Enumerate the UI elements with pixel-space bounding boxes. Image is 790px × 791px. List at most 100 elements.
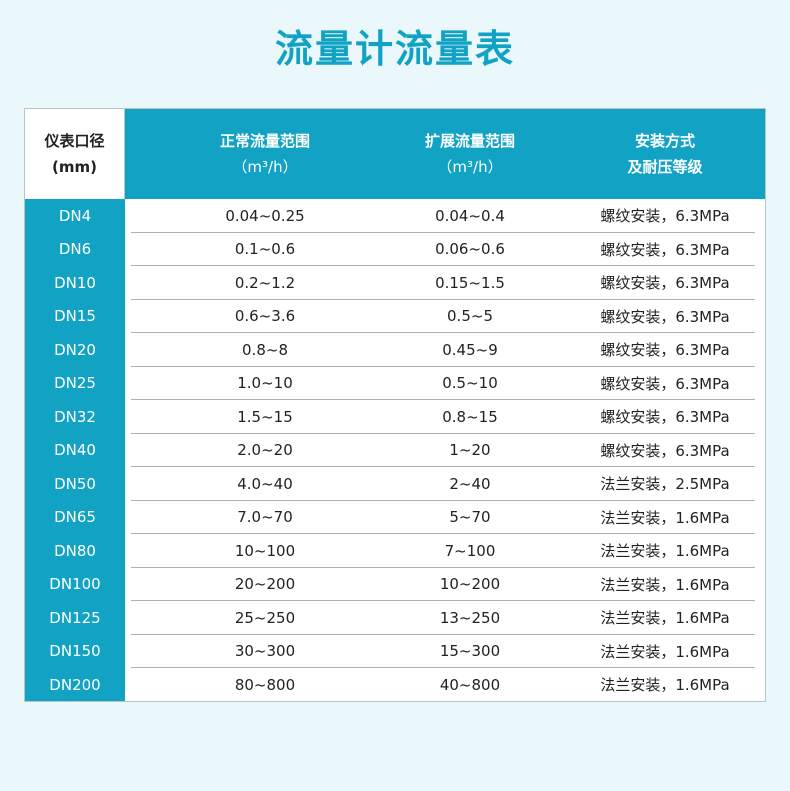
cell-install: 法兰安装，1.6MPa (600, 575, 730, 594)
row-divider (131, 399, 755, 400)
table-row: DN40 2.0~20 1~20 螺纹安装，6.3MPa (25, 434, 765, 467)
cell-diameter: DN125 (49, 608, 101, 627)
cell-diameter: DN10 (54, 273, 96, 292)
cell-install: 法兰安装，1.6MPa (600, 642, 730, 661)
table-row: DN150 30~300 15~300 法兰安装，1.6MPa (25, 635, 765, 668)
table-row: DN65 7.0~70 5~70 法兰安装，1.6MPa (25, 501, 765, 534)
cell-normal-range: 0.8~8 (242, 340, 288, 359)
header-cell-diameter: 仪表口径 (mm) (25, 109, 125, 199)
cell-extended-range: 13~250 (439, 608, 501, 627)
cell-install: 法兰安装，1.6MPa (600, 508, 730, 527)
table-row: DN32 1.5~15 0.8~15 螺纹安装，6.3MPa (25, 400, 765, 434)
header-cell-install: 安装方式 及耐压等级 (570, 109, 760, 199)
cell-diameter: DN4 (58, 206, 92, 225)
cell-install: 法兰安装，1.6MPa (600, 676, 730, 695)
cell-diameter: DN80 (54, 541, 96, 560)
header-normal-label: 正常流量范围 (219, 132, 310, 150)
cell-normal-range: 30~300 (234, 642, 296, 661)
header-normal-unit: （m³/h） (232, 158, 298, 176)
row-divider (131, 466, 755, 467)
cell-diameter: DN200 (49, 675, 101, 694)
cell-normal-range: 20~200 (234, 575, 296, 594)
table-row: DN25 1.0~10 0.5~10 螺纹安装，6.3MPa (25, 367, 765, 400)
cell-diameter: DN150 (49, 642, 101, 661)
cell-normal-range: 1.5~15 (237, 407, 293, 426)
cell-extended-range: 0.15~1.5 (435, 273, 505, 292)
cell-install: 法兰安装，1.6MPa (600, 542, 730, 561)
row-divider (131, 332, 755, 333)
row-divider (131, 600, 755, 601)
table-row: DN15 0.6~3.6 0.5~5 螺纹安装，6.3MPa (25, 300, 765, 333)
table-row: DN6 0.1~0.6 0.06~0.6 螺纹安装，6.3MPa (25, 233, 765, 266)
table-row: DN125 25~250 13~250 法兰安装，1.6MPa (25, 601, 765, 635)
cell-install: 螺纹安装，6.3MPa (600, 274, 730, 293)
row-divider (131, 533, 755, 534)
row-divider (131, 432, 755, 434)
header-diameter-label: 仪表口径 (44, 132, 105, 150)
cell-extended-range: 5~70 (449, 508, 491, 527)
cell-install: 螺纹安装，6.3MPa (600, 374, 730, 393)
header-cell-normal-range: 正常流量范围 （m³/h） (165, 109, 365, 199)
header-extended-label: 扩展流量范围 (424, 132, 515, 150)
cell-normal-range: 2.0~20 (237, 441, 293, 460)
cell-diameter: DN100 (49, 575, 101, 594)
cell-extended-range: 1~20 (449, 441, 491, 460)
cell-install: 螺纹安装，6.3MPa (600, 441, 730, 460)
cell-extended-range: 0.04~0.4 (435, 206, 505, 225)
header-diameter-unit: (mm) (52, 158, 97, 176)
header-row: 正常流量范围 （m³/h） 扩展流量范围 （m³/h） 安装方式 及耐压等级 (125, 109, 765, 199)
cell-normal-range: 0.6~3.6 (234, 307, 296, 326)
row-divider (131, 265, 755, 266)
table-row: DN200 80~800 40~800 法兰安装，1.6MPa (25, 668, 765, 702)
table-row: DN10 0.2~1.2 0.15~1.5 螺纹安装，6.3MPa (25, 266, 765, 300)
cell-diameter: DN32 (54, 407, 96, 426)
row-divider (131, 231, 755, 233)
flow-table: 仪表口径 (mm) 正常流量范围 （m³/h） 扩展流量范围 （m³/h） 安装… (24, 108, 766, 702)
cell-install: 法兰安装，1.6MPa (600, 609, 730, 628)
row-divider (131, 499, 755, 501)
cell-normal-range: 80~800 (234, 675, 296, 694)
cell-diameter: DN25 (54, 374, 96, 393)
cell-normal-range: 7.0~70 (237, 508, 293, 527)
cell-normal-range: 0.04~0.25 (225, 206, 305, 225)
cell-normal-range: 10~100 (234, 541, 296, 560)
cell-extended-range: 40~800 (439, 675, 501, 694)
table-row: DN100 20~200 10~200 法兰安装，1.6MPa (25, 568, 765, 601)
cell-install: 螺纹安装，6.3MPa (600, 207, 730, 226)
table-row: DN80 10~100 7~100 法兰安装，1.6MPa (25, 534, 765, 568)
table-row: DN50 4.0~40 2~40 法兰安装，2.5MPa (25, 467, 765, 501)
row-divider (131, 633, 755, 635)
cell-install: 螺纹安装，6.3MPa (600, 307, 730, 326)
cell-extended-range: 0.5~5 (447, 307, 493, 326)
cell-extended-range: 7~100 (444, 541, 496, 560)
header-install-label: 安装方式 (634, 132, 695, 150)
cell-extended-range: 0.5~10 (442, 374, 498, 393)
cell-diameter: DN20 (54, 340, 96, 359)
cell-normal-range: 4.0~40 (237, 474, 293, 493)
table-row: DN4 0.04~0.25 0.04~0.4 螺纹安装，6.3MPa (25, 199, 765, 233)
cell-diameter: DN50 (54, 474, 96, 493)
cell-install: 法兰安装，2.5MPa (600, 475, 730, 494)
row-divider (131, 365, 755, 367)
cell-extended-range: 15~300 (439, 642, 501, 661)
page-title: 流量计流量表 (274, 27, 515, 71)
cell-extended-range: 0.8~15 (442, 407, 498, 426)
cell-normal-range: 25~250 (234, 608, 296, 627)
cell-normal-range: 0.1~0.6 (234, 240, 296, 259)
cell-install: 螺纹安装，6.3MPa (600, 408, 730, 427)
cell-diameter: DN65 (54, 508, 96, 527)
cell-normal-range: 1.0~10 (237, 374, 293, 393)
row-divider (131, 298, 755, 300)
cell-normal-range: 0.2~1.2 (234, 273, 296, 292)
cell-diameter: DN6 (58, 240, 92, 259)
cell-diameter: DN40 (54, 441, 96, 460)
table-row: DN20 0.8~8 0.45~9 螺纹安装，6.3MPa (25, 333, 765, 367)
cell-diameter: DN15 (54, 307, 96, 326)
row-divider (131, 667, 755, 668)
diameter-column-bg (25, 199, 125, 701)
cell-extended-range: 2~40 (449, 474, 491, 493)
header-install-sub: 及耐压等级 (627, 158, 703, 176)
cell-install: 螺纹安装，6.3MPa (600, 240, 730, 259)
cell-extended-range: 0.06~0.6 (435, 240, 505, 259)
cell-extended-range: 0.45~9 (442, 340, 498, 359)
